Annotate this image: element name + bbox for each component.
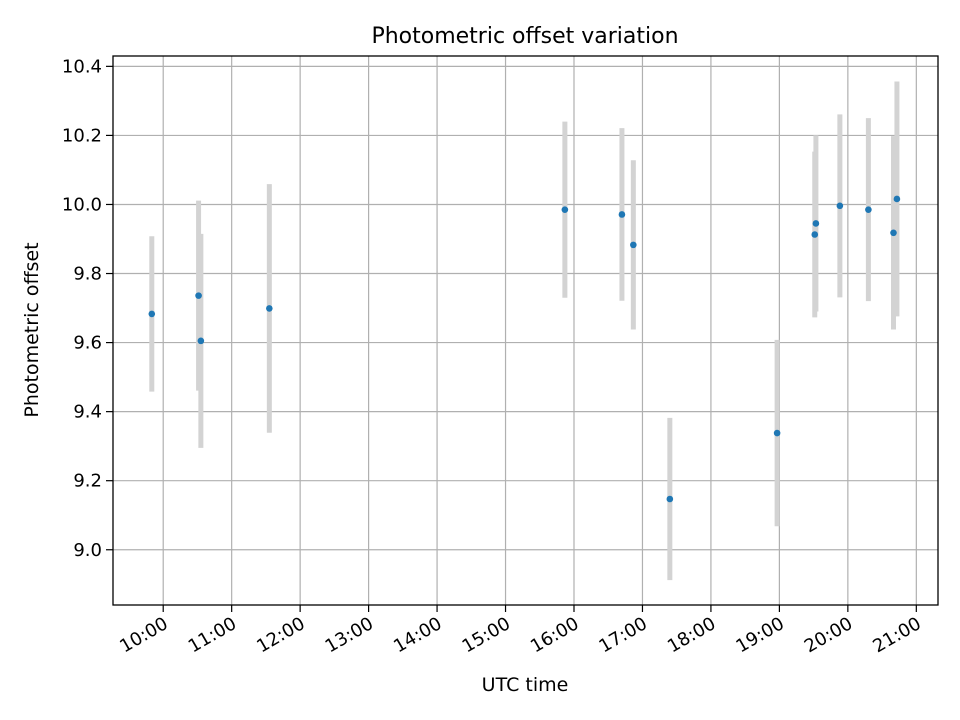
- x-tick-label: 14:00: [390, 613, 445, 657]
- x-axis: 10:00 11:00 12:00 13:00 14:00 15:00 16:00 17:00…: [116, 605, 925, 657]
- data-point: [197, 337, 205, 345]
- x-tick-label: 20:00: [801, 613, 856, 657]
- data-point: [890, 229, 897, 237]
- x-axis-label: UTC time: [482, 674, 569, 696]
- grid: [113, 56, 938, 605]
- y-tick-label: 9.4: [73, 402, 102, 423]
- data-point: [195, 292, 202, 299]
- data-point: [811, 231, 819, 238]
- x-tick-label: 15:00: [459, 613, 514, 657]
- data-point: [865, 206, 872, 213]
- x-tick-label: 19:00: [732, 613, 787, 657]
- data-points: [148, 195, 901, 503]
- plot-frame: [112, 55, 939, 606]
- x-tick-label: 11:00: [185, 613, 240, 657]
- x-tick-label: 17:00: [596, 613, 651, 657]
- data-point: [836, 202, 844, 210]
- y-tick-label: 10.0: [62, 194, 102, 215]
- chart-title: Photometric offset variation: [371, 24, 678, 49]
- data-point: [148, 310, 156, 318]
- x-tick-label: 18:00: [664, 613, 719, 657]
- data-point: [812, 220, 820, 227]
- data-point: [618, 211, 626, 218]
- x-tick-label: 12:00: [253, 613, 308, 657]
- data-point: [666, 495, 674, 503]
- x-tick-label: 13:00: [322, 613, 377, 657]
- y-tick-label: 9.8: [73, 264, 102, 285]
- y-tick-label: 10.4: [62, 56, 102, 77]
- data-point: [893, 195, 901, 203]
- error-bars: [149, 81, 900, 581]
- x-tick-label: 21:00: [869, 613, 924, 657]
- y-axis: 9.0 9.2 9.4 9.6 9.8 10.0 10.2 10.4: [62, 56, 113, 561]
- data-point: [266, 305, 273, 312]
- data-point: [561, 206, 569, 213]
- data-point: [630, 241, 637, 249]
- y-axis-label: Photometric offset: [21, 242, 43, 417]
- y-tick-label: 9.2: [73, 471, 102, 492]
- data-point: [773, 429, 781, 437]
- y-tick-label: 9.6: [73, 333, 102, 354]
- y-tick-label: 9.0: [73, 540, 102, 561]
- y-tick-label: 10.2: [62, 125, 102, 146]
- x-tick-label: 16:00: [527, 613, 582, 657]
- x-tick-label: 10:00: [116, 613, 171, 657]
